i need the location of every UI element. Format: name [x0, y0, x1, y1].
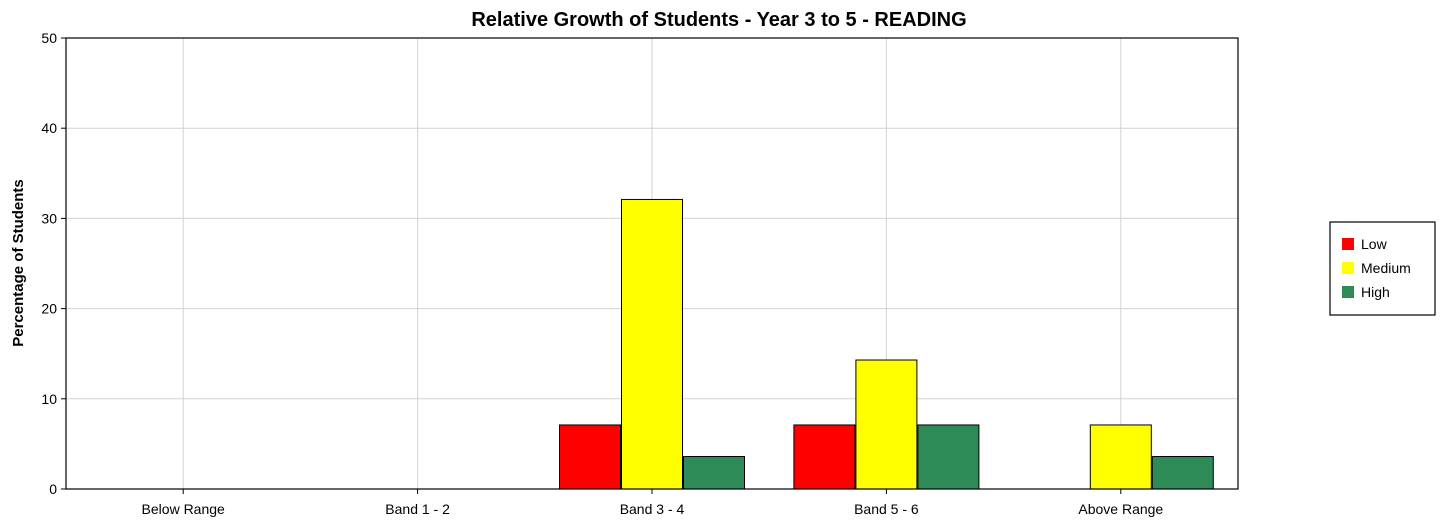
bar-medium-band-3-4 — [621, 198, 683, 490]
bar-high-band-5-6 — [917, 424, 980, 490]
legend-swatch-medium — [1342, 262, 1354, 274]
x-tick-label: Above Range — [1078, 501, 1163, 517]
x-tick-label: Band 3 - 4 — [620, 501, 685, 517]
y-tick-label: 30 — [41, 210, 57, 226]
chart-title: Relative Growth of Students - Year 3 to … — [471, 9, 966, 31]
bar-high-above-range — [1151, 456, 1214, 490]
y-tick-label: 0 — [49, 481, 57, 497]
legend-label-low: Low — [1361, 236, 1388, 252]
bars — [559, 198, 1214, 490]
bar-medium-above-range — [1089, 424, 1152, 490]
bar-low-band-3-4 — [559, 424, 621, 490]
legend-swatch-high — [1342, 286, 1354, 298]
bar-medium-band-5-6 — [855, 359, 918, 490]
legend-label-medium: Medium — [1361, 260, 1411, 276]
y-tick-label: 50 — [41, 30, 57, 46]
axis-ticks: 0 10 20 30 40 50 Below Range Band 1 - 2 Band 3 -… — [41, 30, 1163, 517]
legend-label-high: High — [1361, 284, 1390, 300]
y-axis-label: Percentage of Students — [10, 179, 27, 347]
x-tick-label: Band 5 - 6 — [854, 501, 919, 517]
legend-swatch-low — [1342, 238, 1354, 250]
x-tick-label: Band 1 - 2 — [385, 501, 450, 517]
y-tick-label: 20 — [41, 301, 57, 317]
legend: Low Medium High — [1329, 221, 1436, 316]
bar-high-band-3-4 — [683, 456, 745, 490]
y-tick-label: 40 — [41, 120, 57, 136]
bar-low-band-5-6 — [793, 424, 856, 490]
y-tick-label: 10 — [41, 391, 57, 407]
x-tick-label: Below Range — [142, 501, 225, 517]
